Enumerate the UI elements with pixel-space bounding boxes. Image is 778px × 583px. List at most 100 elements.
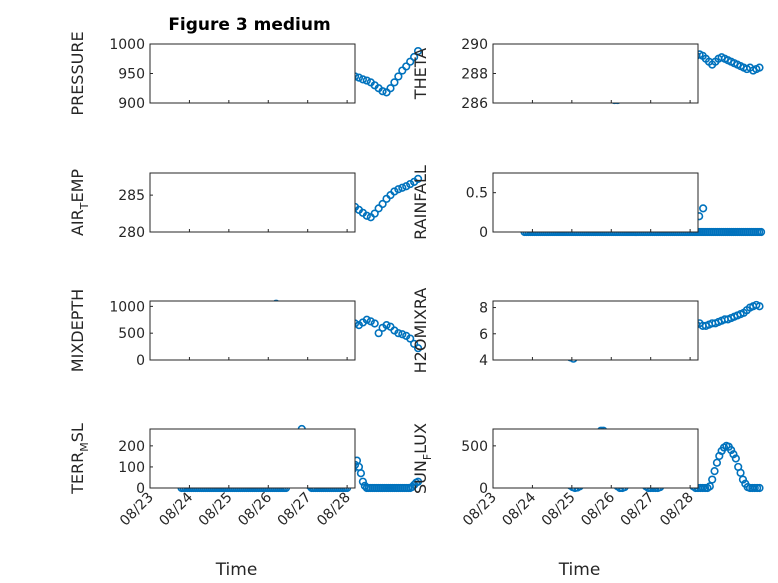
data-point <box>378 87 387 96</box>
data-point <box>362 76 371 85</box>
data-point <box>755 483 764 493</box>
x-tick-label: 08/28 <box>314 490 354 530</box>
data-point <box>406 334 415 343</box>
data-point <box>712 458 722 467</box>
subplot-air-temp: 280 285 AIRTEMP <box>68 169 423 241</box>
data-point <box>378 199 387 209</box>
x-axis-label: Time <box>215 560 258 580</box>
data-point <box>366 317 375 326</box>
y-tick-label: 1000 <box>109 37 145 53</box>
data-point <box>413 344 423 353</box>
x-axis-label: Time <box>558 560 601 580</box>
y-tick-label: 290 <box>461 37 488 53</box>
y-tick-label: 4 <box>479 353 488 369</box>
subplot-pressure: 900 950 1000 PRESSURE Figure 3 medium <box>68 15 423 116</box>
y-tick-label: 200 <box>118 439 145 455</box>
data-point <box>354 73 364 82</box>
data-point <box>386 84 395 93</box>
data-point <box>410 52 419 62</box>
data-point <box>736 468 745 477</box>
y-tick-label: 6 <box>479 327 488 343</box>
y-tick-label: 0 <box>136 481 145 497</box>
axes-box <box>149 428 356 489</box>
y-axis-label: THETA <box>411 48 430 100</box>
y-axis-label: MIXDEPTH <box>68 289 87 372</box>
subplot-mixdepth: 0 500 1000 MIXDEPTH <box>68 289 423 372</box>
y-tick-label: 8 <box>479 301 488 317</box>
axes-box <box>149 300 356 361</box>
x-tick-label: 08/27 <box>618 490 658 530</box>
data-point <box>755 63 764 72</box>
data-point <box>756 227 766 237</box>
data-point <box>356 469 366 478</box>
data-point <box>370 209 379 218</box>
data-point <box>402 62 411 71</box>
data-point <box>398 330 407 339</box>
x-tick-label: 08/25 <box>539 490 579 530</box>
y-tick-label: 500 <box>461 439 488 455</box>
x-tick-label: 08/24 <box>499 489 539 529</box>
y-tick-label: 288 <box>461 67 488 83</box>
x-tick-label: 08/28 <box>657 490 697 530</box>
y-tick-label: 900 <box>118 96 145 112</box>
data-point <box>413 46 423 56</box>
data-point <box>394 185 403 194</box>
axes-box <box>492 172 699 233</box>
data-point <box>382 88 391 97</box>
subplot-rainfall: 0 0.5 RAINFALL <box>411 165 766 241</box>
data-point <box>413 477 423 486</box>
data-point <box>413 174 423 183</box>
data-point <box>362 211 371 220</box>
data-point <box>394 72 403 81</box>
y-tick-label: 280 <box>118 225 145 241</box>
data-point <box>394 329 403 338</box>
x-tick-label: 08/26 <box>578 489 618 529</box>
data-point <box>398 183 407 192</box>
y-axis-label: AIRTEMP <box>68 169 91 236</box>
data-point <box>708 475 717 484</box>
y-axis-label: PRESSURE <box>68 31 87 115</box>
data-point <box>362 315 371 324</box>
y-tick-label: 500 <box>118 326 145 342</box>
axes-box <box>492 43 699 104</box>
chart-title: Figure 3 medium <box>168 15 330 35</box>
y-tick-label: 286 <box>461 96 488 112</box>
data-point <box>727 445 736 455</box>
y-axis-label: TERRMSL <box>68 423 91 495</box>
data-point <box>398 66 407 75</box>
data-point <box>374 329 383 338</box>
y-axis-label: RAINFALL <box>411 165 430 240</box>
axes-box <box>492 300 699 361</box>
y-tick-label: 285 <box>118 188 145 204</box>
y-axis-label: H2OMIXRA <box>411 288 430 374</box>
y-tick-label: 0.5 <box>466 186 488 202</box>
data-point <box>406 57 415 66</box>
data-point <box>755 302 764 311</box>
axes-box <box>149 172 356 233</box>
data-point <box>358 477 367 486</box>
subplot-theta: 286 288 290 THETA <box>411 37 764 112</box>
y-tick-label: 1000 <box>109 299 145 315</box>
y-axis-label: SUNFLUX <box>411 423 434 494</box>
axes-box <box>149 43 356 104</box>
data-point <box>731 454 740 463</box>
subplot-h2omixra: 4 6 8 H2OMIXRA <box>411 288 764 374</box>
data-point <box>710 467 719 476</box>
data-point <box>738 475 748 484</box>
axes-box <box>492 428 699 489</box>
y-tick-label: 950 <box>118 67 145 83</box>
data-point <box>705 482 714 491</box>
y-tick-label: 100 <box>118 460 145 476</box>
data-point <box>358 75 367 84</box>
x-tick-label: 08/27 <box>275 490 315 530</box>
data-point <box>729 450 738 459</box>
y-tick-label: 0 <box>479 225 488 241</box>
data-point <box>382 321 391 330</box>
y-tick-label: 0 <box>479 481 488 497</box>
y-tick-label: 0 <box>136 353 145 369</box>
data-point <box>699 204 708 213</box>
x-tick-label: 08/26 <box>235 489 275 529</box>
data-point <box>390 78 399 87</box>
